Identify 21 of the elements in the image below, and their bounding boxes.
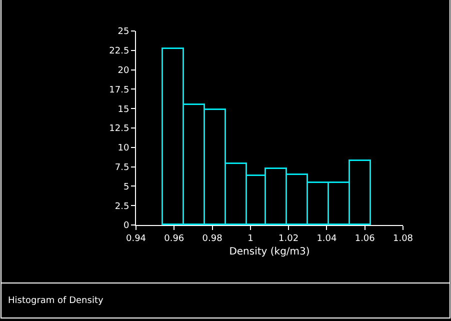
y-tick-label: 10 xyxy=(118,144,130,154)
text: Histogram of Density xyxy=(8,296,104,306)
y-tick-label: 7.5 xyxy=(114,162,130,173)
y-tick-label: 5 xyxy=(123,182,130,192)
x-axis-title: Density (kg/m3) xyxy=(229,246,310,258)
y-tick-label: 20 xyxy=(118,66,130,76)
y-tick-label: 2.5 xyxy=(114,202,130,212)
x-tick-label: 0.98 xyxy=(202,234,223,244)
y-tick-label: 15 xyxy=(118,104,130,115)
x-tick-label: 1.06 xyxy=(354,234,376,244)
x-tick-label: 1.04 xyxy=(316,234,337,244)
y-tick-label: 25 xyxy=(118,27,130,38)
x-tick-label: 1.08 xyxy=(392,234,414,244)
y-tick-label: 0 xyxy=(123,221,130,232)
x-tick-label: 0.94 xyxy=(126,234,146,244)
y-tick-label: 17.5 xyxy=(109,85,130,96)
x-tick-label: 1 xyxy=(248,234,254,244)
x-tick-label: 1.02 xyxy=(278,234,299,244)
y-tick-label: 12.5 xyxy=(109,124,130,134)
y-tick-label: 22.5 xyxy=(109,46,130,57)
x-tick-label: 0.96 xyxy=(164,234,184,244)
